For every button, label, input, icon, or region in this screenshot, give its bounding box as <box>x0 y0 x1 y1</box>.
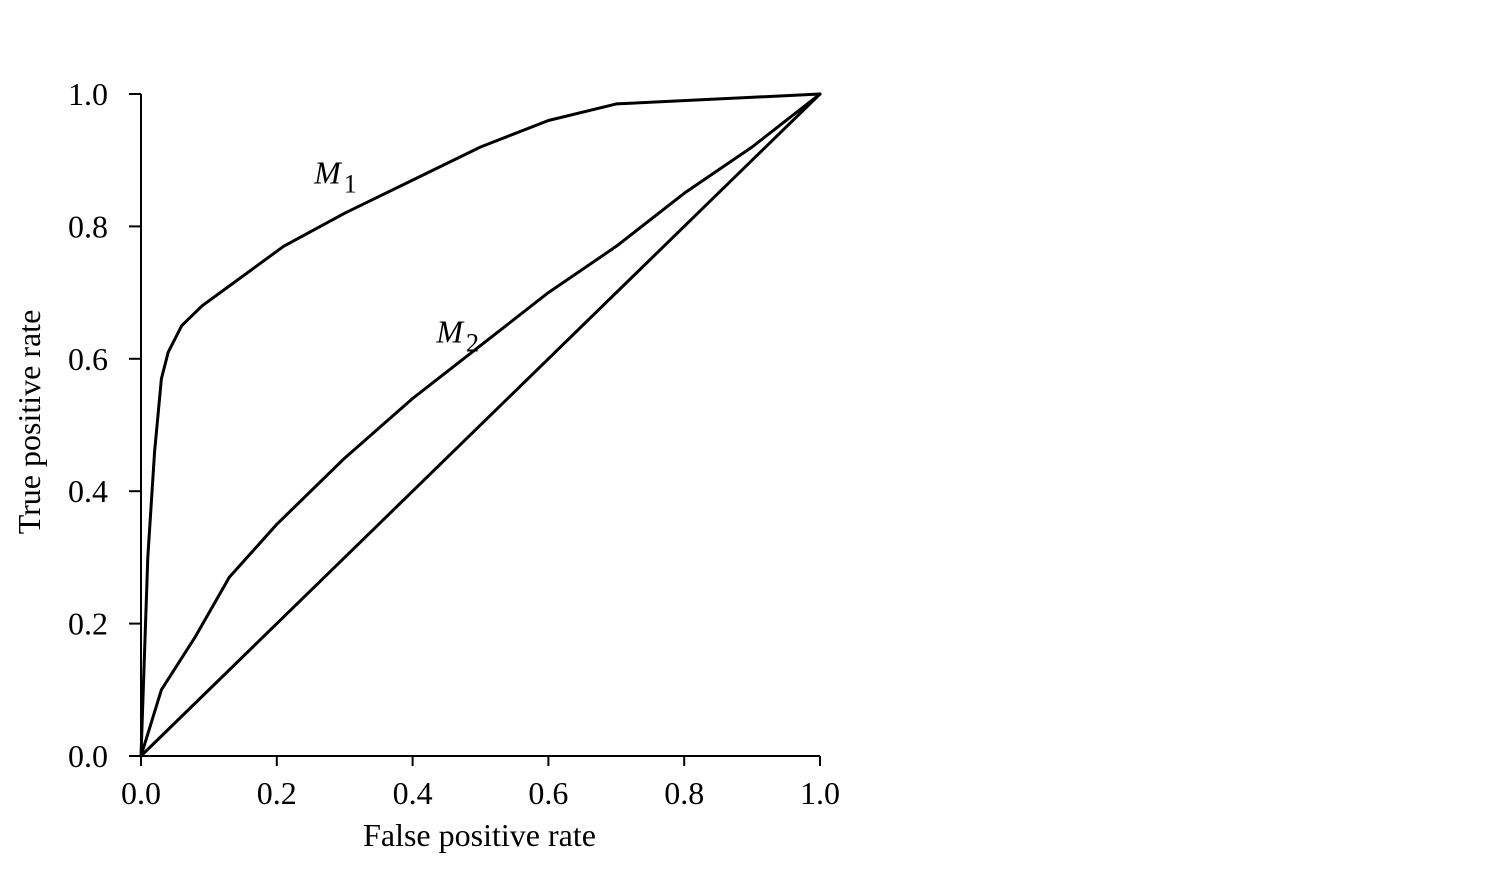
series-annotations: M 1M 2 <box>313 154 479 357</box>
axes <box>140 94 820 757</box>
x-tick-label: 0.0 <box>121 775 161 811</box>
curves <box>139 92 822 758</box>
y-axis-title: True positive rate <box>11 310 47 535</box>
y-tick-label: 0.0 <box>68 738 108 774</box>
label-subscript: 1 <box>344 169 357 198</box>
x-tick-label: 1.0 <box>800 775 840 811</box>
x-ticks: 0.0 0.2 0.4 0.6 0.8 1.0 <box>121 756 840 811</box>
y-tick-label: 0.6 <box>68 341 108 377</box>
curve-diagonal <box>139 92 822 758</box>
curve-m2 <box>139 92 822 758</box>
label-main: M <box>313 154 343 190</box>
x-axis-title: False positive rate <box>363 817 596 853</box>
y-ticks: 0.0 0.2 0.4 0.6 0.8 1.0 <box>68 76 141 774</box>
curve-m1 <box>139 92 822 758</box>
y-tick-label: 0.8 <box>68 208 108 244</box>
label-main: M <box>435 313 465 349</box>
x-tick-label: 0.6 <box>528 775 568 811</box>
x-tick-label: 0.4 <box>393 775 433 811</box>
y-tick-label: 1.0 <box>68 76 108 112</box>
x-tick-label: 0.8 <box>664 775 704 811</box>
x-tick-label: 0.2 <box>257 775 297 811</box>
label-subscript: 2 <box>466 328 479 357</box>
y-tick-label: 0.2 <box>68 606 108 642</box>
y-tick-label: 0.4 <box>68 473 108 509</box>
